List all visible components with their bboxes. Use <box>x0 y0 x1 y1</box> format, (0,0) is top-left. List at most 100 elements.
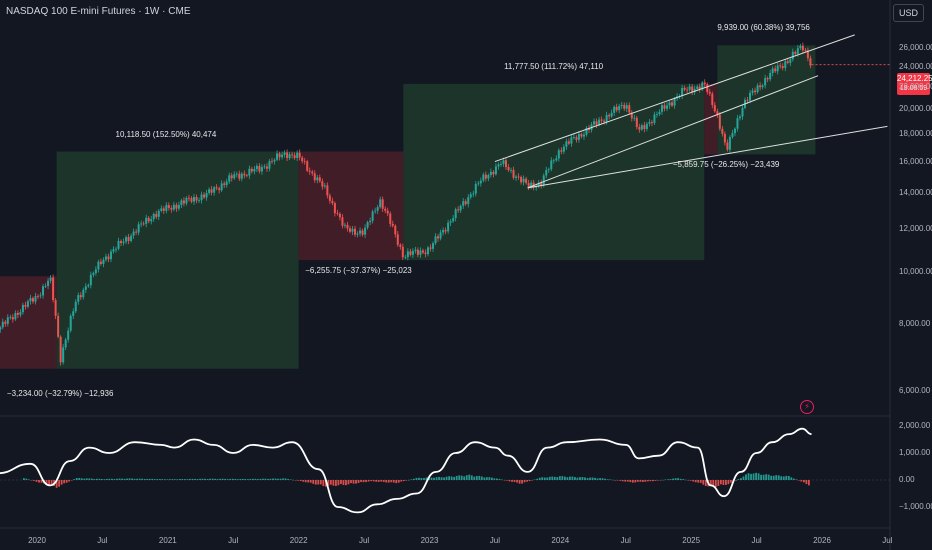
histogram-bar <box>98 478 101 480</box>
candle-body <box>406 251 409 258</box>
candle-body <box>130 235 133 241</box>
candle-body <box>613 106 616 113</box>
candle-body <box>243 173 246 176</box>
candle-body <box>414 249 417 251</box>
histogram-bar <box>131 478 134 480</box>
histogram-bar <box>697 480 700 483</box>
candle-body <box>409 251 412 255</box>
candle-body <box>708 92 711 94</box>
histogram-bar <box>171 479 174 480</box>
candle-body <box>454 209 457 219</box>
range-label-6: 9,939.00 (60.38%) 39,756 <box>717 23 810 33</box>
candle-body <box>555 158 558 161</box>
lightning-alert-icon[interactable]: ⚡ <box>800 400 814 414</box>
histogram-bar <box>347 480 350 485</box>
histogram-bar <box>571 476 574 480</box>
histogram-bar <box>737 479 740 480</box>
candle-body <box>273 159 276 162</box>
histogram-bar <box>657 480 659 481</box>
histogram-bar <box>795 479 798 480</box>
candle-body <box>301 157 304 162</box>
histogram-bar <box>136 478 139 480</box>
candle-body <box>598 119 601 125</box>
candle-body <box>530 182 533 187</box>
candle-body <box>205 192 208 198</box>
candle-body <box>263 166 266 168</box>
histogram-bar <box>496 478 498 480</box>
histogram-bar <box>309 480 312 483</box>
candle-body <box>801 45 804 51</box>
candle-body <box>746 99 749 101</box>
candle-body <box>223 183 226 185</box>
time-tick-label: Jul <box>489 536 501 545</box>
candle-body <box>208 189 211 193</box>
histogram-bar <box>204 478 206 480</box>
candle-body <box>567 141 570 144</box>
histogram-bar <box>30 480 33 481</box>
histogram-bar <box>752 473 755 480</box>
histogram-bar <box>88 478 91 480</box>
candle-body <box>771 68 774 73</box>
histogram-bar <box>289 479 292 480</box>
candle-body <box>713 105 716 112</box>
candle-body <box>723 133 726 143</box>
candle-body <box>424 252 427 255</box>
candle-body <box>585 127 588 135</box>
time-tick-label: Jul <box>882 536 893 545</box>
candle-body <box>177 205 180 209</box>
candle-body <box>185 197 188 204</box>
histogram-bar <box>508 480 511 482</box>
candle-body <box>193 197 195 202</box>
histogram-bar <box>294 480 297 481</box>
candle-body <box>434 236 437 244</box>
histogram-bar <box>50 480 53 486</box>
histogram-bar <box>103 479 106 480</box>
chart-title: NASDAQ 100 E-mini Futures · 1W · CME <box>6 6 191 17</box>
candle-body <box>364 227 367 235</box>
candle-body <box>547 169 550 171</box>
candle-body <box>79 295 82 298</box>
histogram-bar <box>392 480 395 483</box>
candle-body <box>180 200 183 206</box>
candle-body <box>238 173 241 179</box>
histogram-bar <box>579 477 581 480</box>
time-tick-label: Jul <box>751 536 762 545</box>
candle-body <box>313 173 316 181</box>
candle-body <box>286 152 289 159</box>
candle-body <box>542 175 545 186</box>
histogram-bar <box>161 479 164 480</box>
candle-body <box>213 187 216 193</box>
histogram-bar <box>304 480 307 483</box>
candle-body <box>175 204 178 209</box>
candle-body <box>89 274 92 286</box>
histogram-bar <box>448 476 451 480</box>
candle-body <box>394 225 397 235</box>
histogram-bar <box>209 478 212 480</box>
candle-body <box>759 85 762 88</box>
histogram-bar <box>470 475 473 480</box>
currency-button[interactable]: USD <box>892 4 924 22</box>
candle-body <box>19 312 22 315</box>
candle-body <box>135 231 138 233</box>
candle-body <box>122 241 125 243</box>
histogram-bar <box>274 478 277 480</box>
candle-body <box>31 298 34 302</box>
price-tick-label: 14,000.00 <box>899 187 932 197</box>
histogram-bar <box>236 479 239 480</box>
candle-body <box>328 195 331 201</box>
histogram-bar <box>772 475 775 480</box>
histogram-bar <box>667 479 669 480</box>
histogram-bar <box>576 477 579 480</box>
price-tick-label: 6,000.00 <box>899 386 931 395</box>
histogram-bar <box>335 480 337 486</box>
candle-body <box>210 189 213 193</box>
candle-body <box>376 207 379 211</box>
histogram-bar <box>249 479 252 480</box>
histogram-bar <box>438 476 440 480</box>
price-tick-label: 20,000.00 <box>899 104 932 114</box>
candle-body <box>449 221 452 223</box>
candle-body <box>67 330 70 340</box>
histogram-bar <box>73 479 76 480</box>
histogram-bar <box>440 477 443 480</box>
